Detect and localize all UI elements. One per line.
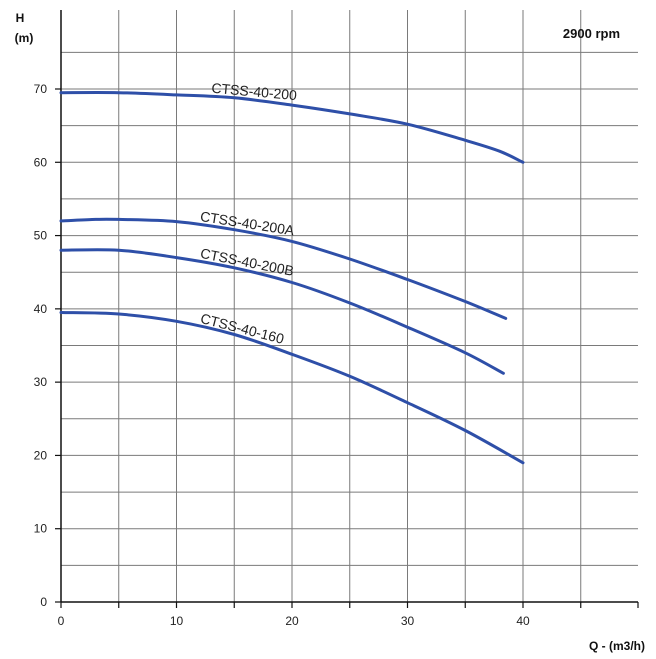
- x-tick-label: 0: [58, 614, 65, 628]
- y-tick-label: 20: [34, 448, 48, 462]
- y-tick-label: 60: [34, 155, 48, 169]
- ticks: 0 10 20 30 40 0 10 20 30 40 50 60 70: [34, 82, 639, 628]
- x-tick-label: 30: [401, 614, 415, 628]
- y-tick-label: 10: [34, 522, 48, 536]
- y-tick-label: 50: [34, 229, 48, 243]
- series-labels: CTSS-40-200 CTSS-40-200A CTSS-40-200B CTSS-…: [199, 80, 298, 347]
- x-tick-label: 10: [170, 614, 184, 628]
- series: [59, 91, 525, 465]
- y-tick-label: 0: [40, 595, 47, 609]
- x-tick-label: 40: [516, 614, 530, 628]
- y-axis-unit: (m): [15, 31, 34, 45]
- speed-annotation: 2900 rpm: [563, 26, 620, 41]
- series-label: CTSS-40-200A: [199, 208, 296, 239]
- series-line: [59, 311, 525, 465]
- series-label: CTSS-40-200: [211, 80, 298, 104]
- y-tick-label: 30: [34, 375, 48, 389]
- series-label: CTSS-40-200B: [199, 245, 295, 279]
- series-line: [59, 217, 508, 320]
- y-tick-label: 40: [34, 302, 48, 316]
- series-label: CTSS-40-160: [199, 310, 286, 347]
- x-tick-label: 20: [285, 614, 299, 628]
- grid: [61, 10, 638, 602]
- x-axis-title: Q - (m3/h): [589, 639, 645, 653]
- y-axis-title: H: [16, 11, 25, 25]
- series-line: [59, 91, 525, 164]
- y-tick-label: 70: [34, 82, 48, 96]
- series-line: [59, 248, 505, 375]
